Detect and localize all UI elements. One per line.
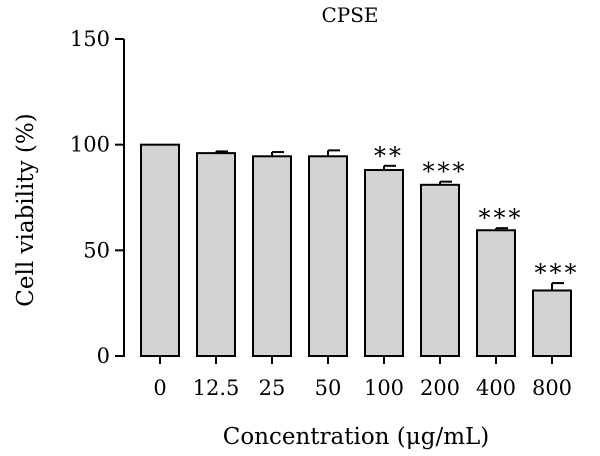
x-axis-label: Concentration (μg/mL) bbox=[223, 424, 490, 450]
bar bbox=[420, 183, 460, 357]
bar bbox=[476, 229, 516, 357]
y-tick-label: 100 bbox=[70, 133, 110, 157]
y-axis-label: Cell viability (%) bbox=[13, 113, 39, 306]
chart-title: CPSE bbox=[321, 3, 378, 27]
significance-label: ** bbox=[374, 142, 404, 170]
x-tick-label: 800 bbox=[532, 376, 572, 400]
bars-group: *********** bbox=[140, 142, 580, 357]
x-tick-label: 400 bbox=[476, 376, 516, 400]
x-tick-label: 0 bbox=[153, 376, 166, 400]
x-tick-label: 12.5 bbox=[193, 376, 240, 400]
bar bbox=[364, 169, 404, 357]
y-tick-label: 0 bbox=[97, 344, 110, 368]
y-tick-label: 50 bbox=[83, 238, 110, 262]
bar bbox=[532, 289, 572, 357]
bar bbox=[140, 143, 180, 357]
bar bbox=[308, 155, 348, 357]
x-tick-label: 200 bbox=[420, 376, 460, 400]
x-tick-label: 100 bbox=[364, 376, 404, 400]
bar bbox=[196, 152, 236, 357]
x-tick-label: 50 bbox=[315, 376, 342, 400]
y-tick-label: 150 bbox=[70, 27, 110, 51]
bar bbox=[252, 155, 292, 357]
significance-label: *** bbox=[535, 259, 580, 287]
x-tick-label: 25 bbox=[259, 376, 286, 400]
axes-group: 0 12.5 25 50 100 200 400 800 0 50 100 150 bbox=[70, 27, 572, 400]
significance-label: *** bbox=[479, 204, 524, 232]
significance-label: *** bbox=[423, 158, 468, 186]
